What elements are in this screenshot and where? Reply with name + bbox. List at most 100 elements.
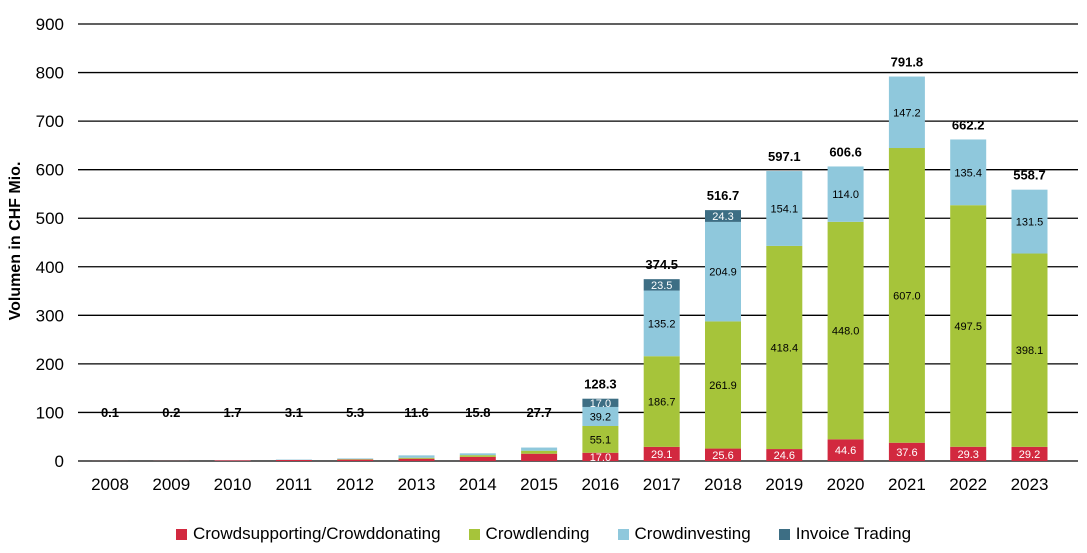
y-tick-label: 700	[36, 112, 64, 131]
segment-value-label: 17.0	[590, 452, 611, 464]
legend-label: Invoice Trading	[795, 524, 912, 543]
bar-segment	[888, 442, 925, 461]
segment-value-label: 29.2	[1019, 449, 1040, 461]
legend-label: Crowdlending	[485, 524, 590, 543]
y-tick-label: 300	[36, 306, 64, 325]
segment-value-label: 497.5	[954, 321, 982, 333]
bar-segment	[275, 459, 312, 461]
legend-item: Crowdlending	[468, 524, 590, 544]
bar-segment	[643, 446, 680, 461]
y-axis-label: Volumen in CHF Mio.	[7, 162, 24, 321]
x-tick-label: 2010	[214, 475, 252, 494]
total-label: 3.1	[285, 405, 303, 420]
segment-value-label: 44.6	[835, 445, 856, 457]
segment-value-label: 186.7	[648, 397, 676, 409]
legend-label: Crowdinvesting	[634, 524, 751, 543]
legend-swatch	[175, 528, 187, 540]
total-label: 27.7	[526, 405, 551, 420]
bar-segment	[1011, 253, 1048, 447]
total-label: 0.2	[162, 405, 180, 420]
x-tick-label: 2023	[1011, 475, 1049, 494]
segment-value-label: 135.4	[954, 167, 982, 179]
x-tick-label: 2018	[704, 475, 742, 494]
bar-segment	[643, 279, 680, 291]
x-tick-label: 2017	[643, 475, 681, 494]
segment-value-label: 398.1	[1016, 345, 1044, 357]
bar-segment	[766, 245, 803, 450]
segment-value-label: 24.6	[774, 450, 795, 462]
total-label: 558.7	[1013, 168, 1046, 183]
bar-segment	[337, 459, 374, 461]
legend-item: Crowdinvesting	[617, 524, 751, 544]
total-label: 128.3	[584, 377, 617, 392]
legend-swatch	[617, 528, 629, 540]
total-label: 597.1	[768, 149, 801, 164]
bar-segment	[459, 456, 496, 461]
bar-segment	[766, 171, 803, 246]
legend-swatch	[778, 528, 790, 540]
bar-segment	[950, 205, 987, 447]
x-tick-label: 2016	[581, 475, 619, 494]
x-tick-label: 2020	[827, 475, 865, 494]
bar-segment	[705, 210, 741, 222]
bar-segment	[459, 455, 496, 457]
x-axis-ticks: 2008 2009 2010 2011 2012 2013 2014 2015 2016 2017…	[91, 475, 1048, 494]
segment-value-label: 23.5	[651, 280, 672, 292]
gridlines	[78, 23, 1078, 462]
segment-value-label: 37.6	[896, 447, 917, 459]
total-label: 11.6	[404, 405, 429, 420]
segment-value-label: 55.1	[590, 434, 611, 446]
bar-segment	[521, 450, 558, 454]
bar-segment	[521, 447, 558, 451]
segment-value-label: 39.2	[590, 411, 611, 423]
bar-segment	[643, 290, 680, 357]
bar-segment	[827, 439, 864, 461]
bar-segment	[337, 458, 374, 460]
segment-value-label: 17.0	[590, 398, 611, 410]
bar-segment	[888, 148, 925, 443]
segment-value-label: 131.5	[1016, 217, 1044, 229]
bar-segment	[582, 452, 619, 461]
y-tick-label: 600	[36, 161, 64, 180]
bar-segment	[827, 166, 864, 222]
total-label: 791.8	[891, 55, 924, 70]
total-label: 662.2	[952, 117, 985, 132]
segment-value-label: 29.1	[651, 449, 672, 461]
legend-item: Crowdsupporting/Crowddonating	[175, 524, 441, 544]
legend-item: Invoice Trading	[778, 524, 912, 544]
bar-segment	[705, 321, 741, 449]
segment-value-label: 418.4	[771, 342, 799, 354]
segment-value-label: 147.2	[893, 107, 921, 119]
total-label: 1.7	[224, 405, 242, 420]
bar-segment	[214, 460, 251, 461]
y-tick-label: 0	[55, 452, 64, 471]
segment-value-label: 29.3	[957, 449, 978, 461]
bar-segment	[950, 139, 987, 206]
x-tick-label: 2012	[336, 475, 374, 494]
legend: Crowdsupporting/Crowddonating Crowdlendin…	[0, 522, 1087, 546]
bar-segment	[398, 457, 435, 459]
y-tick-label: 500	[36, 209, 64, 228]
bar-segment	[1011, 446, 1048, 461]
bar-segment	[950, 446, 987, 461]
y-tick-label: 900	[36, 15, 64, 34]
y-tick-label: 800	[36, 64, 64, 83]
bar-segment	[459, 453, 496, 456]
y-axis-ticks: 0 100 200 300 400 500 600 700 800 900	[36, 15, 64, 471]
total-label: 5.3	[346, 405, 364, 420]
bar-segment	[582, 425, 619, 453]
segment-value-label: 24.3	[712, 211, 733, 223]
x-tick-label: 2014	[459, 475, 497, 494]
segment-value-label: 448.0	[832, 326, 860, 338]
x-tick-label: 2008	[91, 475, 129, 494]
bar-chart: 0 100 200 300 400 500 600 700 800 900 17.0 55.1 39.…	[7, 15, 1078, 494]
legend-swatch	[468, 528, 480, 540]
x-tick-label: 2013	[398, 475, 436, 494]
x-tick-label: 2011	[276, 475, 313, 494]
bar-segment	[888, 76, 925, 149]
bar-segment	[766, 449, 803, 461]
x-tick-label: 2009	[152, 475, 190, 494]
x-tick-label: 2021	[888, 475, 926, 494]
segment-value-label: 114.0	[832, 189, 859, 201]
bar-segment	[643, 356, 680, 447]
